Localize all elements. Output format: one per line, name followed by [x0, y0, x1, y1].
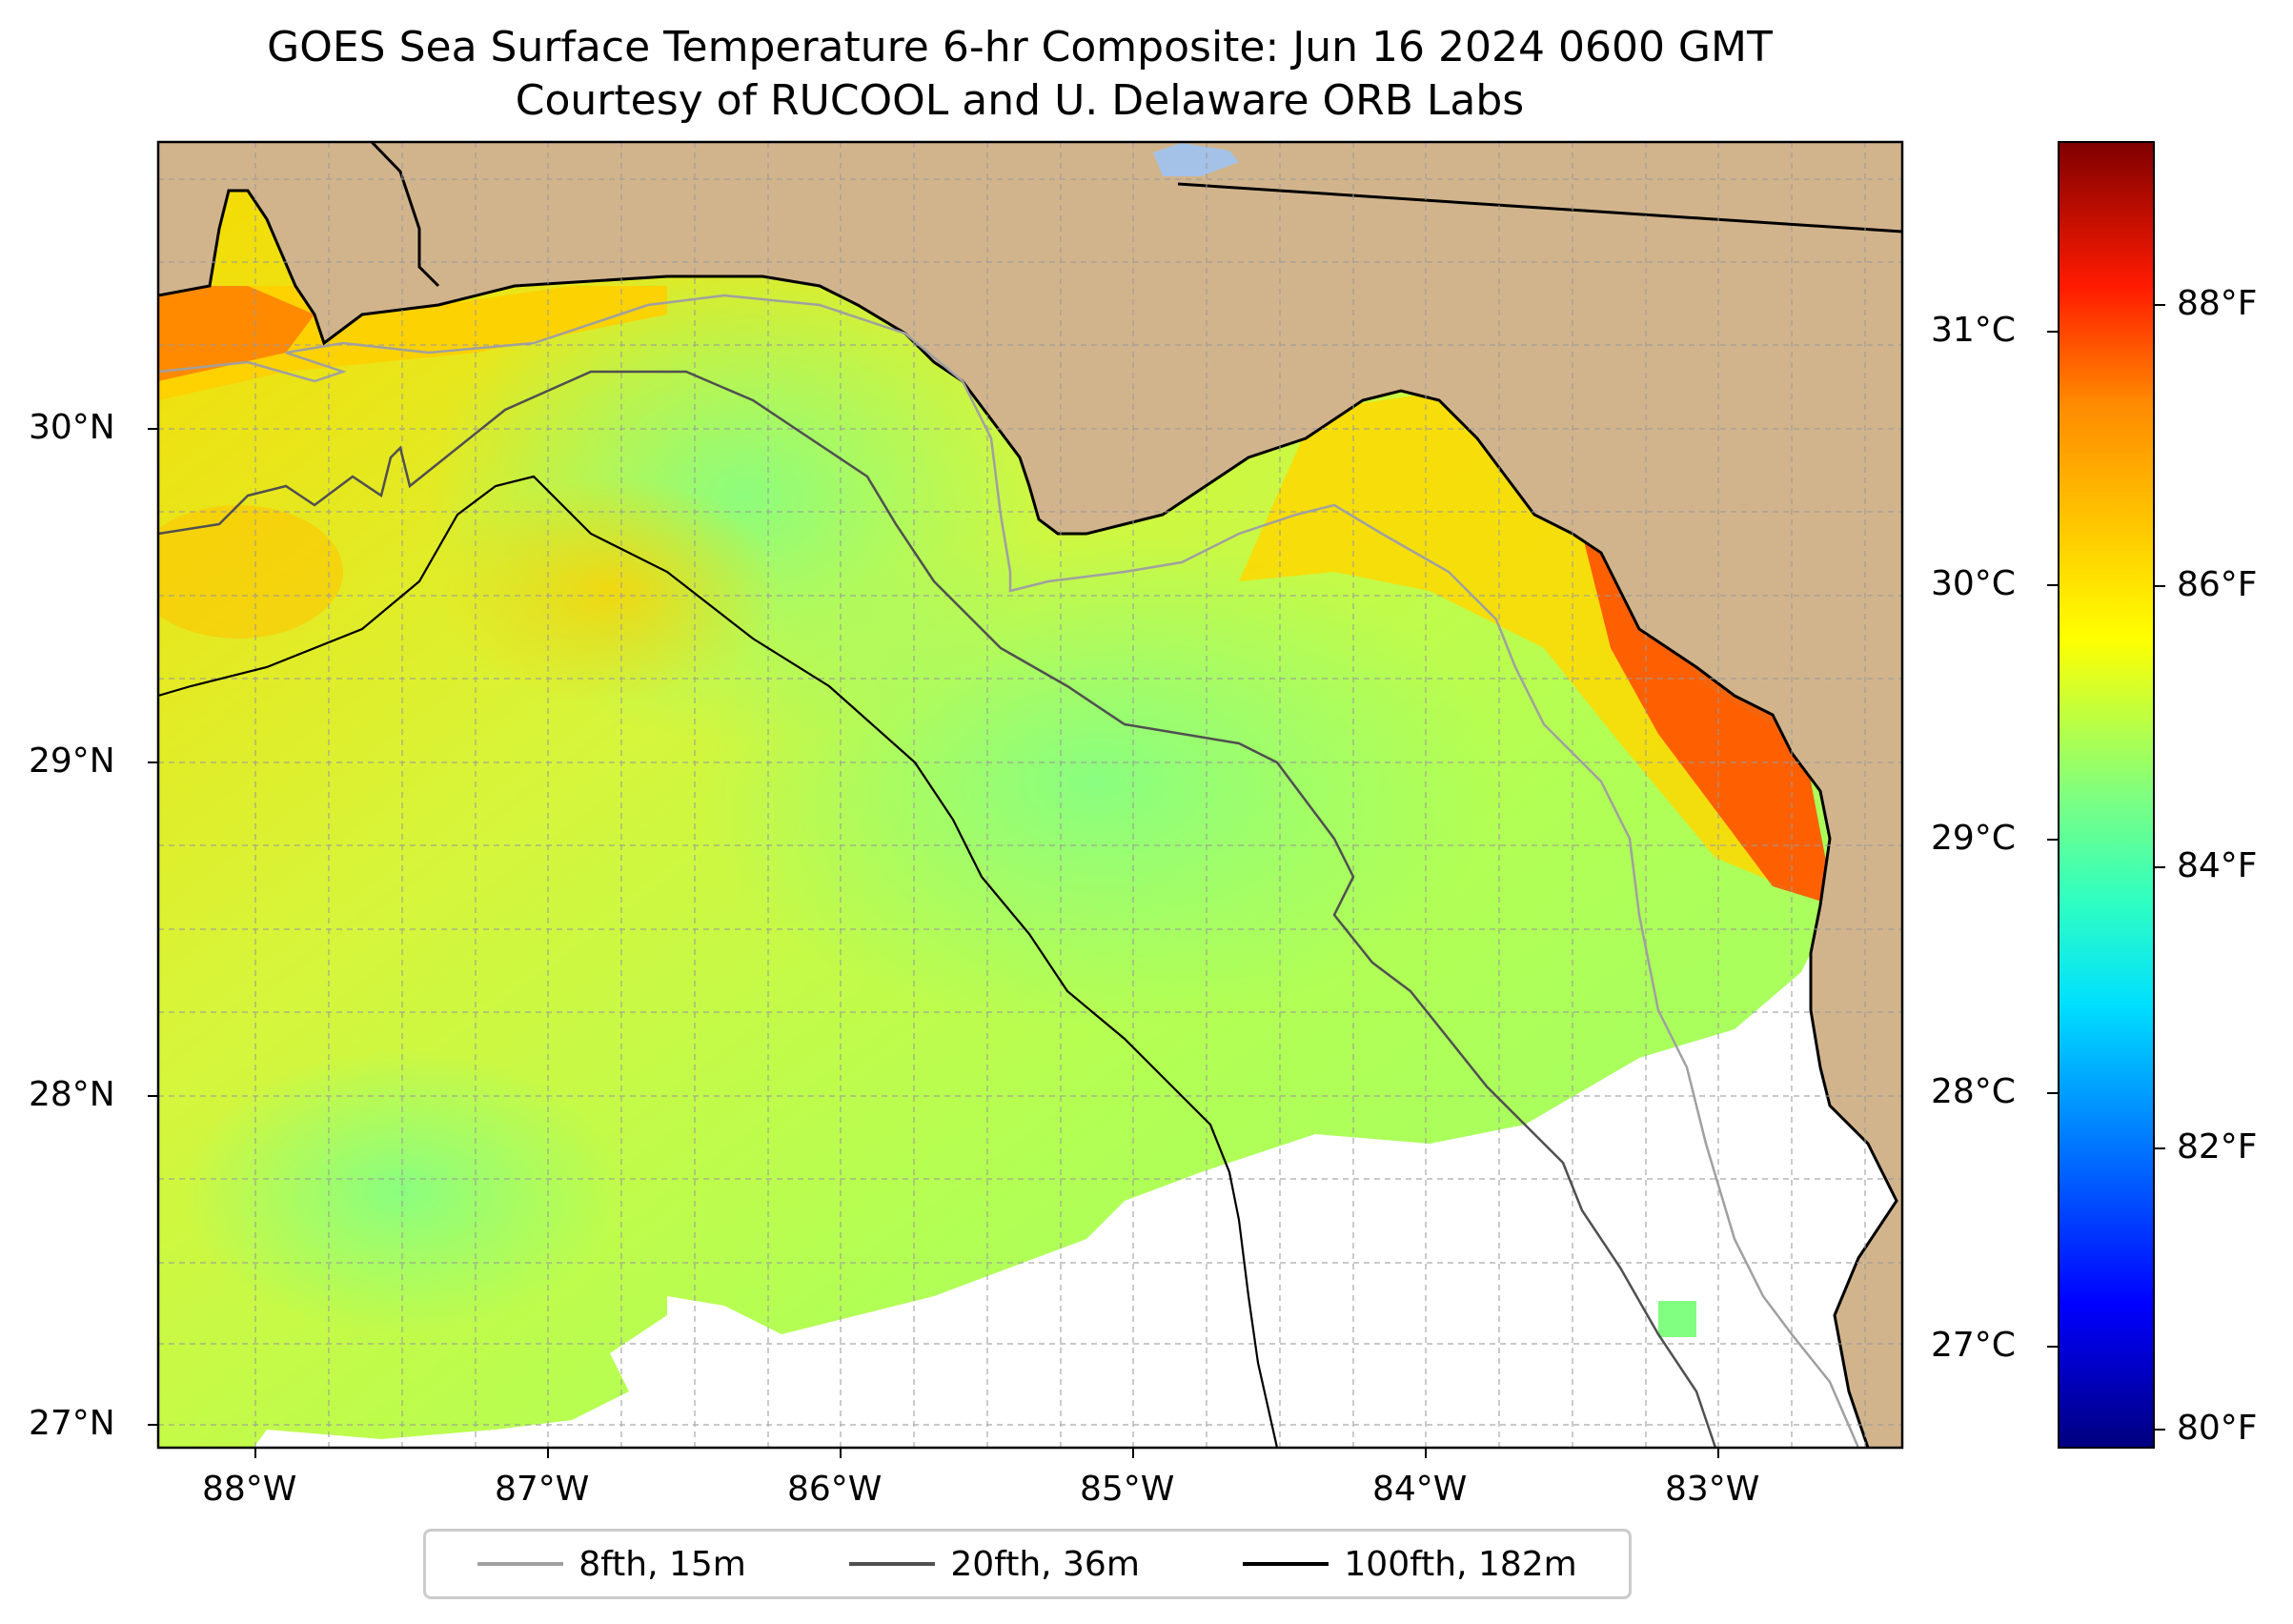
warm-water-patch [158, 505, 343, 639]
legend-label: 8fth, 15m [578, 1544, 746, 1584]
colorbar-celsius-label: 30°C [1931, 564, 2016, 603]
warm-water-patch [438, 477, 781, 705]
colorbar-celsius-label: 29°C [1931, 819, 2016, 858]
colorbar-fahrenheit-label: 88°F [2177, 284, 2258, 323]
colorbar-celsius-label: 27°C [1931, 1326, 2016, 1365]
colorbar-celsius-label: 28°C [1931, 1072, 2016, 1111]
lon-tick-label: 88°W [202, 1470, 297, 1509]
cool-water-patch [696, 534, 1496, 1029]
colorbar-ticks [2047, 304, 2165, 1431]
lon-tick-label: 87°W [495, 1470, 590, 1509]
lon-tick-label: 83°W [1665, 1470, 1760, 1509]
chart-subtitle: Courtesy of RUCOOL and U. Delaware ORB L… [515, 76, 1525, 125]
legend-line-swatch [849, 1562, 936, 1566]
lat-tick-label: 30°N [29, 408, 115, 447]
lon-tick-label: 86°W [787, 1470, 883, 1509]
legend-item-8fth: 8fth, 15m [477, 1545, 746, 1584]
lat-tick-label: 28°N [29, 1075, 115, 1114]
axis-ticks [148, 428, 1719, 1458]
isobath-8fth [158, 294, 1860, 1448]
legend-label: 20fth, 36m [950, 1544, 1140, 1584]
chart-title: GOES Sea Surface Temperature 6-hr Compos… [267, 23, 1773, 71]
graticule [158, 142, 1902, 1448]
colorbar-fahrenheit-label: 80°F [2177, 1409, 2258, 1448]
map-frame [156, 140, 1904, 1450]
legend-label: 100fth, 182m [1344, 1544, 1577, 1584]
lake [1153, 143, 1239, 176]
colorbar-celsius-label: 31°C [1931, 311, 2016, 350]
map-canvas [158, 142, 1902, 1448]
legend-line-swatch [477, 1562, 564, 1566]
legend-item-100fth: 100fth, 182m [1243, 1544, 1577, 1584]
isobath-20fth [158, 370, 1717, 1448]
hot-coastal-band [158, 286, 315, 381]
isobath-100fth [158, 475, 1279, 1448]
cool-water-patch [181, 1048, 619, 1334]
legend-line-swatch [1243, 1562, 1329, 1566]
colorbar-fahrenheit-label: 84°F [2177, 846, 2258, 885]
no-data-region [254, 886, 1902, 1448]
warm-coastal-band [1239, 391, 1830, 905]
lat-tick-label: 29°N [29, 741, 115, 781]
lon-tick-label: 85°W [1080, 1470, 1175, 1509]
land-area [158, 142, 1902, 1448]
colorbar [2058, 141, 2155, 1449]
lon-tick-label: 84°W [1372, 1470, 1468, 1509]
legend-item-20fth: 20fth, 36m [849, 1545, 1140, 1584]
isobath-legend: 8fth, 15m 20fth, 36m 100fth, 182m [423, 1529, 1632, 1599]
lat-tick-label: 27°N [29, 1404, 115, 1443]
colorbar-fahrenheit-label: 86°F [2177, 565, 2258, 604]
sst-pixel-patch [1658, 1301, 1696, 1337]
state-boundary [370, 142, 440, 288]
colorbar-fahrenheit-label: 82°F [2177, 1127, 2258, 1167]
state-boundary [1177, 182, 1902, 233]
coastline [158, 189, 1898, 1448]
